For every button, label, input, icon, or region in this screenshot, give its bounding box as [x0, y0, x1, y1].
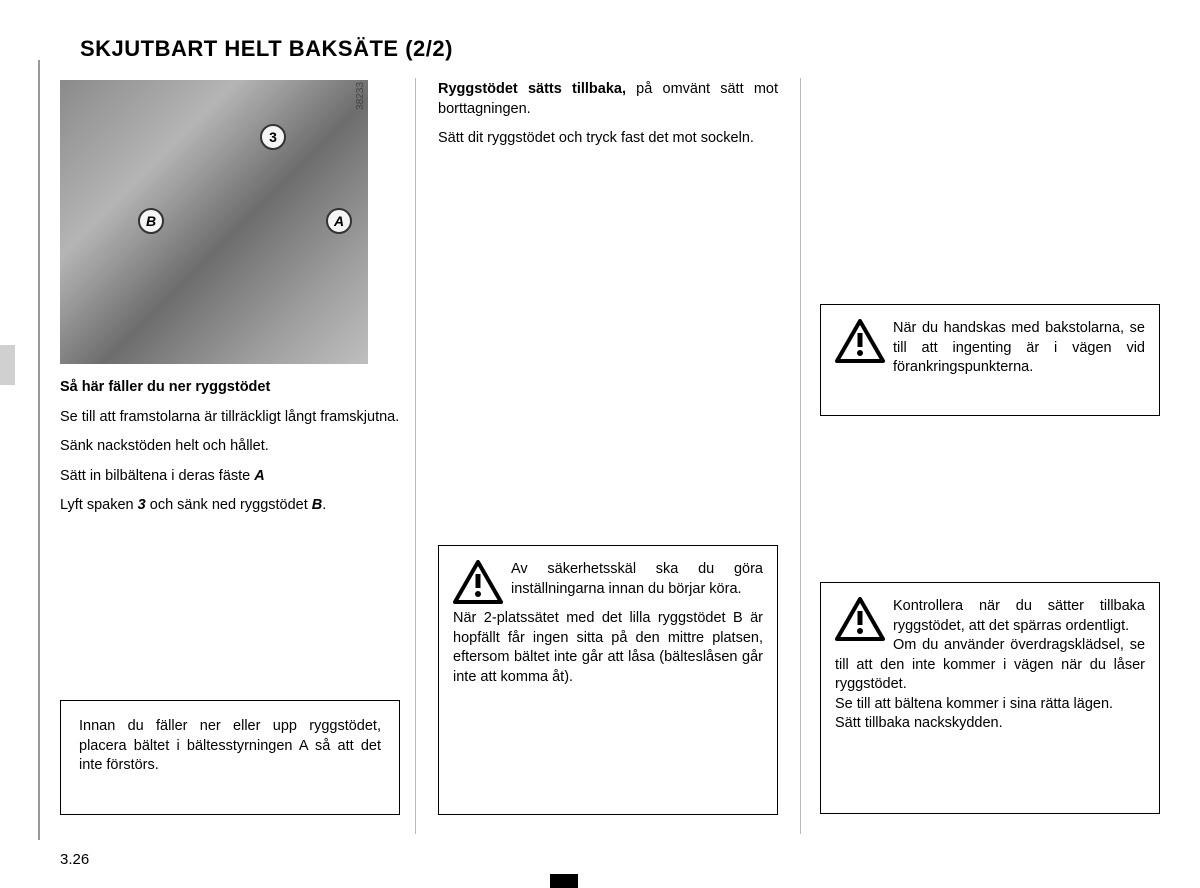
col2-p1-bold: Ryggstödet sätts tillbaka,: [438, 81, 626, 97]
col1-p4: Lyft spaken 3 och sänk ned ryggstödet B.: [60, 496, 400, 516]
warning-triangle-icon: [453, 560, 503, 604]
warning-triangle-icon: [835, 319, 885, 363]
box2-p2-ref: B: [733, 610, 743, 626]
callout-3: 3: [260, 124, 286, 150]
image-id: 38233: [355, 82, 366, 110]
box2-p2: När 2-platssätet med det lilla ryggstöde…: [453, 609, 763, 687]
warning-box-2: Av säkerhetsskäl ska du göra inställning…: [438, 545, 778, 815]
col2-p2: Sätt dit ryggstödet och tryck fast det m…: [438, 129, 778, 149]
col1-p4-ref2: B: [312, 497, 322, 513]
warning-box-4: Kontrollera när du sätter tillbaka ryggs…: [820, 582, 1160, 814]
box4-p2-bold: Om du använder överdragsklädsel: [893, 637, 1120, 653]
box1-ref: A: [299, 738, 308, 754]
page-number: 3.26: [60, 851, 89, 868]
col1-heading: Så här fäller du ner ryggstödet: [60, 378, 400, 398]
side-margin-line: [38, 60, 40, 840]
column-2: Ryggstödet sätts tillbaka, på omvänt sät…: [438, 80, 778, 159]
box4-p2: Om du använder överdragsklädsel, se till…: [835, 636, 1145, 695]
note-box-1: Innan du fäller ner eller upp ryggstödet…: [60, 700, 400, 815]
box4-p3: Se till att bältena kommer i sina rätta …: [835, 695, 1145, 715]
footer-black-tab: [550, 874, 578, 888]
column-divider-2: [800, 78, 801, 834]
callout-b: B: [138, 208, 164, 234]
box4-p1-rest: , att det spärras ordentligt.: [961, 618, 1129, 634]
title-main: SKJUTBART HELT BAKSÄTE: [80, 36, 399, 61]
column-1: 38233 3 A B Så här fäller du ner ryggstö…: [60, 80, 400, 526]
note-box-1-text: Innan du fäller ner eller upp ryggstödet…: [79, 717, 381, 776]
col1-p3-pre: Sätt in bilbältena i deras fäste: [60, 468, 254, 484]
col1-heading-text: Så här fäller du ner ryggstödet: [60, 379, 270, 395]
col1-p3-ref: A: [254, 468, 264, 484]
col1-p4-mid: och sänk ned ryggstödet: [146, 497, 312, 513]
warning-triangle-icon: [835, 597, 885, 641]
col1-p2: Sänk nackstöden helt och hållet.: [60, 437, 400, 457]
col2-p1: Ryggstödet sätts tillbaka, på omvänt sät…: [438, 80, 778, 119]
page-title: SKJUTBART HELT BAKSÄTE (2/2): [80, 36, 453, 62]
col1-p1: Se till att framstolarna är tillräckligt…: [60, 408, 400, 428]
col1-p3: Sätt in bilbältena i deras fäste A: [60, 467, 400, 487]
seat-illustration: 38233 3 A B: [60, 80, 368, 364]
edge-tab: [0, 345, 15, 385]
box2-p2a: När 2-platssätet med det lilla ryggstöde…: [453, 610, 733, 626]
col1-p4-ref1: 3: [138, 497, 146, 513]
col1-p4-pre: Lyft spaken: [60, 497, 138, 513]
title-suffix: (2/2): [405, 36, 453, 61]
col1-p4-post: .: [322, 497, 326, 513]
warning-box-3: När du handskas med bakstolarna, se till…: [820, 304, 1160, 416]
column-divider-1: [415, 78, 416, 834]
box4-p4: Sätt tillbaka nackskydden.: [835, 714, 1145, 734]
callout-a: A: [326, 208, 352, 234]
